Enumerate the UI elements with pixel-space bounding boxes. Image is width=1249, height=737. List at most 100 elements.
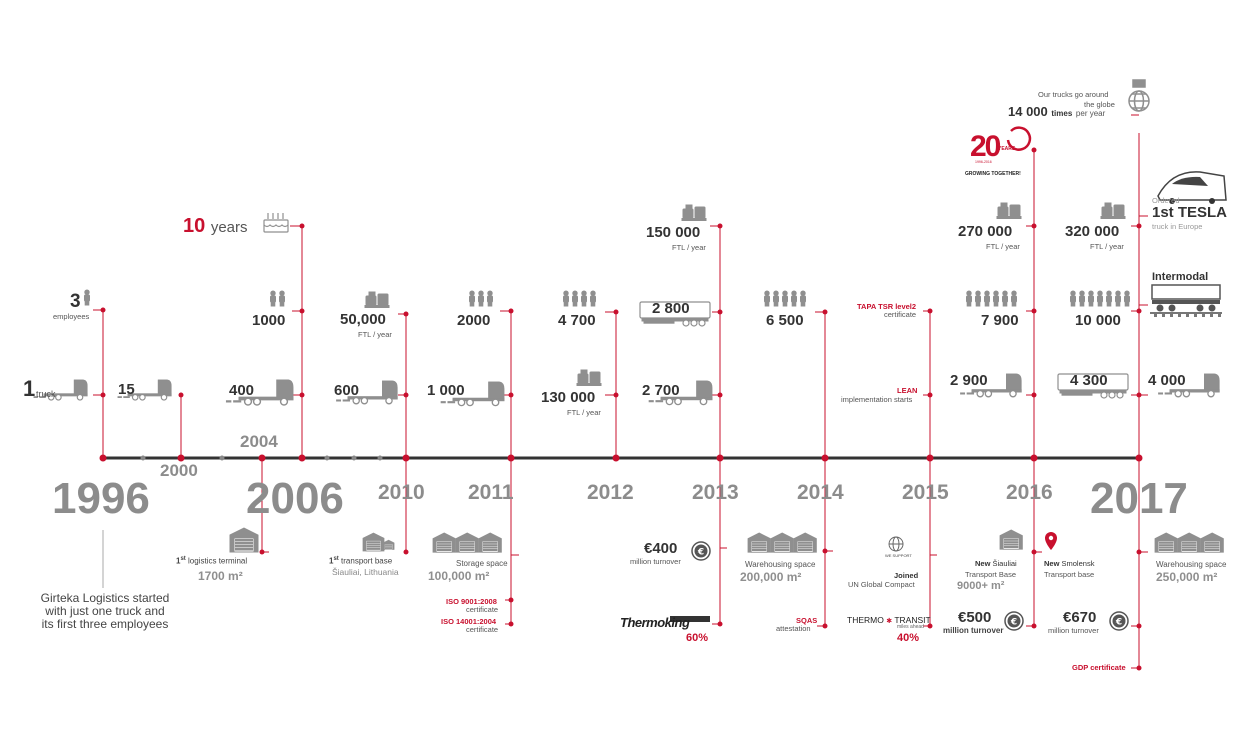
globe-icon [1128, 79, 1150, 112]
milestone-dot [1136, 392, 1142, 398]
person-icon [1115, 290, 1121, 307]
minor-year-dot [219, 455, 225, 461]
person-icon [84, 289, 90, 306]
iso-14001-label: certificate [466, 625, 499, 634]
siauliai-base-label: Transport Base [965, 570, 1016, 579]
person-icon [984, 290, 990, 307]
milestone-dot [1031, 308, 1037, 314]
trailers-2013: 2 800 [652, 300, 690, 317]
ftl-2010-label: FTL / year [358, 330, 392, 339]
person-icon [764, 290, 770, 307]
ftl-2012-label: FTL / year [567, 408, 601, 417]
ftl-2010: 50,000 [340, 311, 386, 328]
trucks-2016: 2 900 [950, 372, 988, 389]
siauliai-new: New [975, 559, 991, 568]
warehouse-icon [432, 532, 456, 553]
smolensk-base-title: New Smolensk [1044, 559, 1094, 568]
lean-title: LEAN [897, 386, 918, 395]
person-icon [966, 290, 972, 307]
person-icon [975, 290, 981, 307]
globe-num: 14 000 [1008, 104, 1048, 119]
intro-line-1: Girteka Logistics started [40, 591, 170, 605]
person-icon [1070, 290, 1076, 307]
thermotransit-tag: miles ahead [897, 624, 924, 630]
euro-icon: € [691, 541, 711, 561]
year-2004: 2004 [240, 432, 278, 451]
year-dot [99, 454, 107, 462]
gdp-title: GDP certificate [1072, 663, 1126, 672]
ftl-2017-label: FTL / year [1090, 242, 1124, 251]
ftl-2012: 130 000 [541, 389, 596, 406]
trucks-1996: 1 [23, 376, 36, 401]
storage-2017-label: Warehousing space [1156, 560, 1227, 569]
svg-text:€: € [1115, 618, 1122, 628]
employees-2006: 1000 [252, 312, 286, 329]
employees-2016: 7 900 [981, 312, 1019, 329]
year-2017: 2017 [1090, 474, 1188, 523]
person-icon [773, 290, 779, 307]
globe-line-2: the globe [1084, 100, 1115, 109]
warehouse-icon [478, 532, 502, 553]
milestone-dot [1031, 223, 1037, 229]
terminal-2004: 1st logistics terminal [176, 556, 247, 566]
year-2014: 2014 [797, 481, 844, 504]
tesla-prefix: Ordered [1152, 196, 1180, 205]
milestone-dot [717, 392, 723, 398]
milestone-dot [1031, 147, 1037, 153]
year-2013: 2013 [692, 481, 739, 504]
warehouse-2014-label: Warehousing space [745, 560, 816, 569]
milestone-dot [1136, 623, 1142, 629]
pallet-icon [996, 202, 1022, 219]
milestone-dot [822, 309, 828, 315]
year-dot [402, 454, 410, 462]
milestone-dot [508, 392, 514, 398]
storage-2011-area: 100,000 m² [428, 569, 490, 583]
svg-text:€: € [1010, 618, 1017, 628]
intro-line-3: its first three employees [41, 617, 169, 631]
smolensk-city: Smolensk [1061, 559, 1095, 568]
person-icon [581, 290, 587, 307]
ungc-logo-icon [888, 536, 904, 552]
person-icon [270, 290, 276, 307]
ftl-2017: 320 000 [1065, 223, 1120, 240]
warehouse-icon [455, 532, 479, 553]
globe-count: 14 000 times per year [1008, 104, 1105, 119]
year-dot [612, 454, 620, 462]
ftl-2016: 270 000 [958, 223, 1013, 240]
train-icon [1150, 284, 1222, 317]
warehouse-icon [747, 532, 771, 553]
terminal-ordinal: 1 [176, 556, 181, 566]
iso-9001-label: certificate [466, 605, 499, 614]
warehouse-icon [1154, 532, 1178, 553]
milestone-dot [1136, 308, 1142, 314]
person-icon [1124, 290, 1130, 307]
turnover-2017-label: million turnover [1048, 626, 1099, 635]
anniversary-20-years: YEARS [998, 146, 1016, 152]
sqas-title: SQAS [796, 616, 818, 625]
trucks-2013: 2 700 [642, 382, 680, 399]
minor-year-dot [351, 455, 357, 461]
anniversary-20: 20 [970, 130, 1001, 163]
person-icon [279, 290, 285, 307]
turnover-2016: €500 [958, 609, 992, 626]
person-icon [1011, 290, 1017, 307]
milestone-dot [299, 223, 305, 229]
globe-suffix: per year [1075, 109, 1106, 118]
milestone-dot [178, 392, 184, 398]
trucks-1996-label: truck [36, 389, 56, 399]
transport-base-ordinal-suffix: st [333, 556, 339, 562]
thermotransit-logo-a: THERMO [847, 615, 884, 625]
milestone-dot [927, 392, 933, 398]
year-dot [298, 454, 306, 462]
transport-base-label: transport base [341, 556, 393, 566]
trailers-2017: 4 300 [1070, 372, 1108, 389]
lean-label: implementation starts [841, 395, 913, 404]
milestone-dot [403, 549, 409, 555]
milestone-dot [717, 309, 723, 315]
terminal-area-2004: 1700 m² [198, 569, 243, 583]
location-pin-icon [1045, 532, 1057, 550]
svg-text:€: € [697, 548, 704, 558]
milestone-dot [403, 311, 409, 317]
terminal-ordinal-suffix: st [180, 556, 186, 562]
